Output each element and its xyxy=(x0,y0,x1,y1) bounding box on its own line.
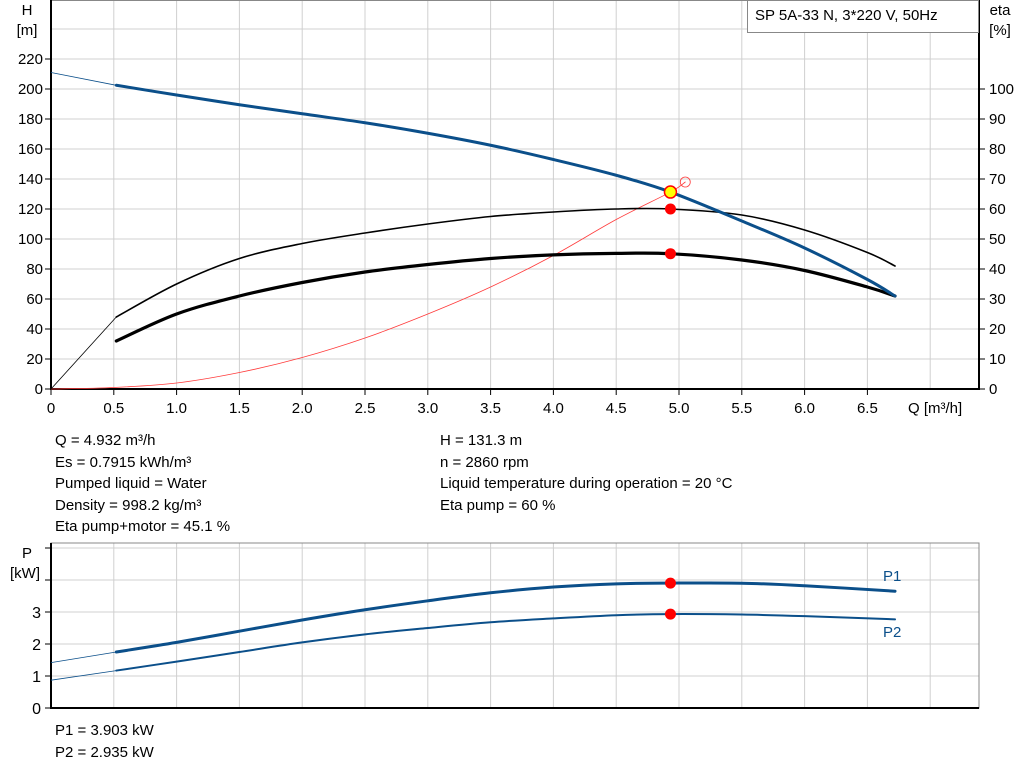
y2-tick-label: 100 xyxy=(989,81,1014,98)
power-axis-unit: [kW] xyxy=(10,565,40,582)
duty-info-left: Q = 4.932 m³/h Es = 0.7915 kWh/m³ Pumped… xyxy=(55,430,230,538)
system-curve xyxy=(50,181,686,390)
info-n: n = 2860 rpm xyxy=(440,453,529,471)
p2-curve-extrapolated xyxy=(50,670,117,681)
y2-tick-label: 70 xyxy=(989,171,1006,188)
x-tick-label: 0 xyxy=(47,400,55,417)
x-tick-label: 5.5 xyxy=(731,400,752,417)
p2-label: P2 xyxy=(883,624,901,641)
power-y-tick-label: 3 xyxy=(32,605,41,622)
duty-point-eta-pump xyxy=(664,203,676,215)
y-axis-unit: [m] xyxy=(17,22,38,39)
x-axis-label: Q [m³/h] xyxy=(908,400,962,417)
duty-point-eta-total xyxy=(664,248,676,260)
y-tick-label: 20 xyxy=(26,351,43,368)
power-axis-name: P xyxy=(22,545,32,562)
power-y-tick-label: 1 xyxy=(32,669,41,686)
y-tick-label: 200 xyxy=(18,81,43,98)
info-p1: P1 = 3.903 kW xyxy=(55,722,154,739)
duty-point-head xyxy=(663,185,678,199)
y2-tick-label: 0 xyxy=(989,381,997,398)
duty-point-p1 xyxy=(664,577,676,589)
info-p2: P2 = 2.935 kW xyxy=(55,743,154,761)
y2-tick-label: 40 xyxy=(989,261,1006,278)
y-tick-label: 100 xyxy=(18,231,43,248)
info-density: Density = 998.2 kg/m³ xyxy=(55,496,202,514)
head-curve xyxy=(114,83,897,298)
y-tick-label: 160 xyxy=(18,141,43,158)
y-tick-label: 220 xyxy=(18,51,43,68)
p1-curve xyxy=(114,581,897,654)
p1-label: P1 xyxy=(883,568,901,585)
x-tick-label: 0.5 xyxy=(103,400,124,417)
y-tick-label: 0 xyxy=(35,381,43,398)
y2-tick-label: 30 xyxy=(989,291,1006,308)
info-temp: Liquid temperature during operation = 20… xyxy=(440,475,733,492)
x-tick-label: 5.0 xyxy=(669,400,690,417)
info-h: H = 131.3 m xyxy=(440,432,523,449)
eta-pump-curve xyxy=(115,207,896,318)
x-tick-label: 1.5 xyxy=(229,400,250,417)
x-tick-label: 2.5 xyxy=(355,400,376,417)
y2-tick-label: 10 xyxy=(989,351,1006,368)
y-tick-label: 140 xyxy=(18,171,43,188)
y2-tick-label: 50 xyxy=(989,231,1006,248)
duty-point-p2 xyxy=(664,608,676,620)
y2-tick-label: 80 xyxy=(989,141,1006,158)
power-plot-border xyxy=(50,542,980,709)
power-y-tick-label: 2 xyxy=(32,637,41,654)
duty-info-right: H = 131.3 m n = 2860 rpm Liquid temperat… xyxy=(440,430,732,516)
y-tick-label: 60 xyxy=(26,291,43,308)
x-tick-label: 3.5 xyxy=(480,400,501,417)
info-eta-total: Eta pump+motor = 45.1 % xyxy=(55,518,231,535)
y2-axis-unit: [%] xyxy=(989,22,1011,39)
y-tick-label: 80 xyxy=(26,261,43,278)
system-curve-end-marker xyxy=(679,176,691,188)
y-axis-name: H xyxy=(22,2,33,19)
power-y-tick-label: 0 xyxy=(32,701,41,718)
y-tick-label: 120 xyxy=(18,201,43,218)
head-curve-extrapolated xyxy=(50,72,117,86)
x-tick-label: 6.0 xyxy=(794,400,815,417)
x-tick-label: 2.0 xyxy=(292,400,313,417)
chart-title: SP 5A-33 N, 3*220 V, 50Hz xyxy=(755,7,938,24)
y-tick-label: 180 xyxy=(18,111,43,128)
eta-pump-curve-extrapolated xyxy=(50,316,117,390)
info-liquid: Pumped liquid = Water xyxy=(55,475,207,492)
y2-tick-label: 90 xyxy=(989,111,1006,128)
info-eta-pump: Eta pump = 60 % xyxy=(440,496,556,514)
x-tick-label: 1.0 xyxy=(166,400,187,417)
title-box xyxy=(747,0,979,33)
x-tick-label: 4.5 xyxy=(606,400,627,417)
y2-axis-name: eta xyxy=(990,2,1012,19)
eta-total-curve xyxy=(114,251,897,343)
x-tick-label: 4.0 xyxy=(543,400,564,417)
x-tick-label: 6.5 xyxy=(857,400,878,417)
y-tick-label: 40 xyxy=(26,321,43,338)
info-es: Es = 0.7915 kWh/m³ xyxy=(55,453,192,471)
power-info: P1 = 3.903 kW P2 = 2.935 kW xyxy=(55,720,154,763)
p1-curve-extrapolated xyxy=(50,651,117,663)
info-q: Q = 4.932 m³/h xyxy=(55,432,156,449)
x-tick-label: 3.0 xyxy=(417,400,438,417)
y2-tick-label: 20 xyxy=(989,321,1006,338)
p2-curve xyxy=(115,613,897,672)
y2-tick-label: 60 xyxy=(989,201,1006,218)
